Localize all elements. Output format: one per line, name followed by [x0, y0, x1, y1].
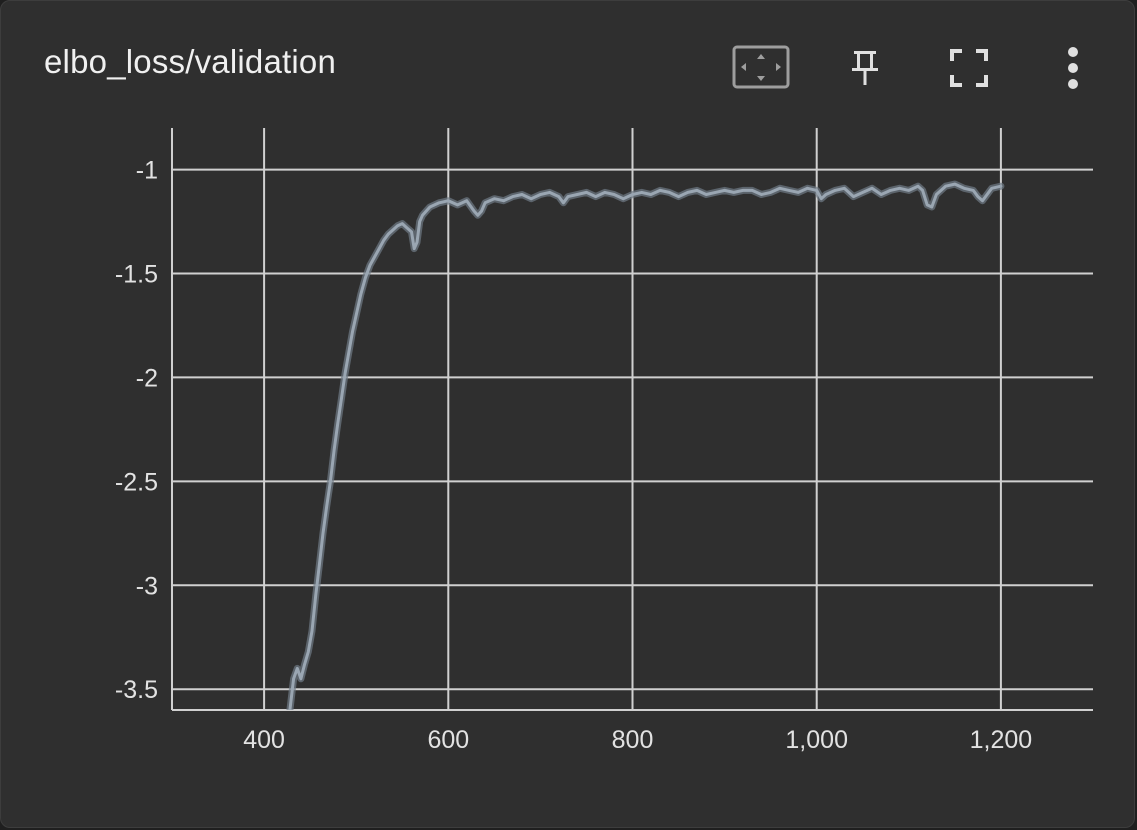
x-tick-label: 1,200 — [970, 726, 1033, 754]
fit-domain-button[interactable] — [732, 45, 790, 91]
y-tick-label: -1 — [136, 157, 158, 185]
y-tick-label: -2 — [136, 364, 158, 392]
x-tick-label: 1,000 — [785, 726, 848, 754]
x-tick-label: 800 — [612, 726, 654, 754]
y-tick-label: -3 — [136, 572, 158, 600]
series-line — [288, 182, 1003, 710]
fullscreen-button[interactable] — [949, 48, 989, 88]
y-tick-label: -3.5 — [115, 676, 158, 704]
pin-button[interactable] — [849, 48, 881, 88]
more-vert-icon — [1061, 45, 1085, 91]
y-tick-label: -1.5 — [115, 261, 158, 289]
y-tick-label: -2.5 — [115, 468, 158, 496]
x-tick-label: 600 — [427, 726, 469, 754]
axes — [171, 128, 1093, 711]
card-title: elbo_loss/validation — [44, 43, 337, 80]
more-actions-button[interactable] — [1061, 45, 1085, 91]
tick-labels: 400 600 800 1,000 1,200 -1 -1.5 -2 -2.5 -3 -3.5 — [115, 157, 1032, 754]
fit-domain-icon — [732, 45, 790, 91]
x-tick-label: 400 — [243, 726, 285, 754]
pin-icon — [849, 48, 881, 88]
grid — [172, 128, 1093, 710]
series-layer — [286, 180, 1005, 710]
fullscreen-icon — [949, 48, 989, 88]
series-line-raw — [286, 180, 1005, 710]
